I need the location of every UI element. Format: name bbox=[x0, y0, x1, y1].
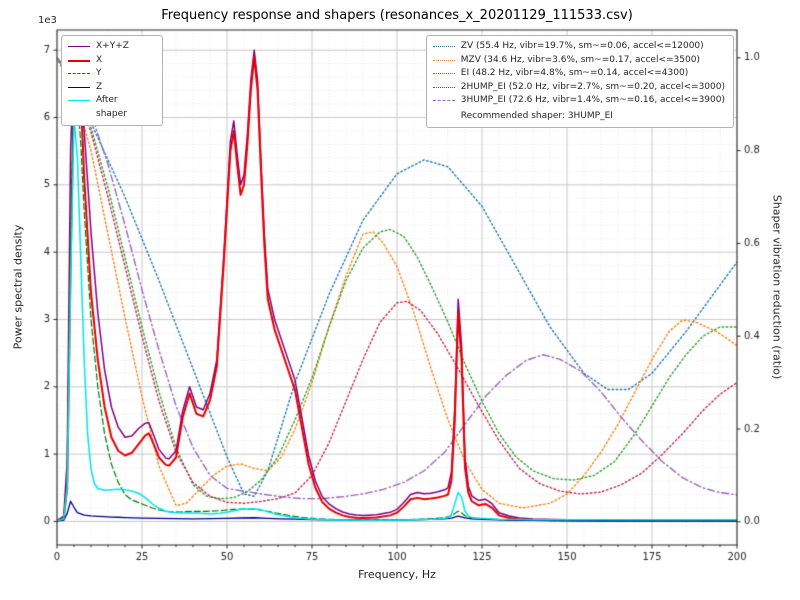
legend-label-y: Y bbox=[96, 68, 102, 78]
legend-label-after: After shaper bbox=[96, 95, 127, 119]
legend-label-zv: ZV (55.4 Hz, vibr=19.7%, sm~=0.06, accel… bbox=[460, 41, 704, 51]
xyz-line-swatch bbox=[68, 46, 90, 47]
legend-label-z: Z bbox=[96, 81, 103, 92]
x-line-swatch bbox=[68, 59, 90, 62]
legend-item-z: Z bbox=[68, 81, 154, 95]
2hump_ei-line-swatch bbox=[432, 86, 455, 88]
x-axis-label: Frequency, Hz bbox=[358, 568, 436, 581]
recommended-shaper-note: Recommended shaper: 3HUMP_EI bbox=[460, 110, 613, 121]
legend-item-mzv: MZV (34.6 Hz, vibr=3.6%, sm~=0.17, accel… bbox=[432, 54, 725, 68]
legend-item-zv: ZV (55.4 Hz, vibr=19.7%, sm~=0.06, accel… bbox=[432, 40, 725, 54]
z-line-swatch bbox=[68, 86, 90, 88]
y-axis-label-left: Power spectral density bbox=[11, 224, 25, 350]
legend-psd: X+Y+Z X Y Z After shaper bbox=[61, 35, 163, 126]
legend-label-xyz: X+Y+Z bbox=[96, 41, 129, 51]
legend-item-2hump_ei: 2HUMP_EI (52.0 Hz, vibr=2.7%, sm~=0.20, … bbox=[432, 81, 725, 95]
3hump_ei-line-swatch bbox=[432, 100, 455, 101]
legend-item-ei: EI (48.2 Hz, vibr=4.8%, sm~=0.14, accel<… bbox=[432, 67, 725, 81]
legend-label-ei: EI (48.2 Hz, vibr=4.8%, sm~=0.14, accel<… bbox=[460, 68, 689, 78]
zv-line-swatch bbox=[432, 46, 455, 47]
legend-shapers: ZV (55.4 Hz, vibr=19.7%, sm~=0.06, accel… bbox=[425, 35, 734, 128]
legend-item-xyz: X+Y+Z bbox=[68, 40, 154, 54]
legend-item-x: X bbox=[68, 54, 154, 68]
legend-item-y: Y bbox=[68, 67, 154, 81]
after-line-swatch bbox=[68, 100, 90, 101]
legend-label-mzv: MZV (34.6 Hz, vibr=3.6%, sm~=0.17, accel… bbox=[460, 54, 700, 65]
mzv-line-swatch bbox=[432, 59, 455, 61]
legend-label-2hump_ei: 2HUMP_EI (52.0 Hz, vibr=2.7%, sm~=0.20, … bbox=[460, 81, 725, 92]
chart-title: Frequency response and shapers (resonanc… bbox=[161, 8, 633, 23]
legend-item-3hump_ei: 3HUMP_EI (72.6 Hz, vibr=1.4%, sm~=0.16, … bbox=[432, 94, 725, 108]
legend-label-3hump_ei: 3HUMP_EI (72.6 Hz, vibr=1.4%, sm~=0.16, … bbox=[460, 95, 725, 105]
ei-line-swatch bbox=[432, 73, 455, 74]
legend-label-x: X bbox=[96, 54, 103, 65]
y-axis-label-right: Shaper vibration reduction (ratio) bbox=[770, 194, 784, 380]
y-axis-offset-text: 1e3 bbox=[38, 15, 57, 26]
legend-item-after: After shaper bbox=[68, 94, 154, 121]
y-line-swatch bbox=[68, 73, 90, 74]
